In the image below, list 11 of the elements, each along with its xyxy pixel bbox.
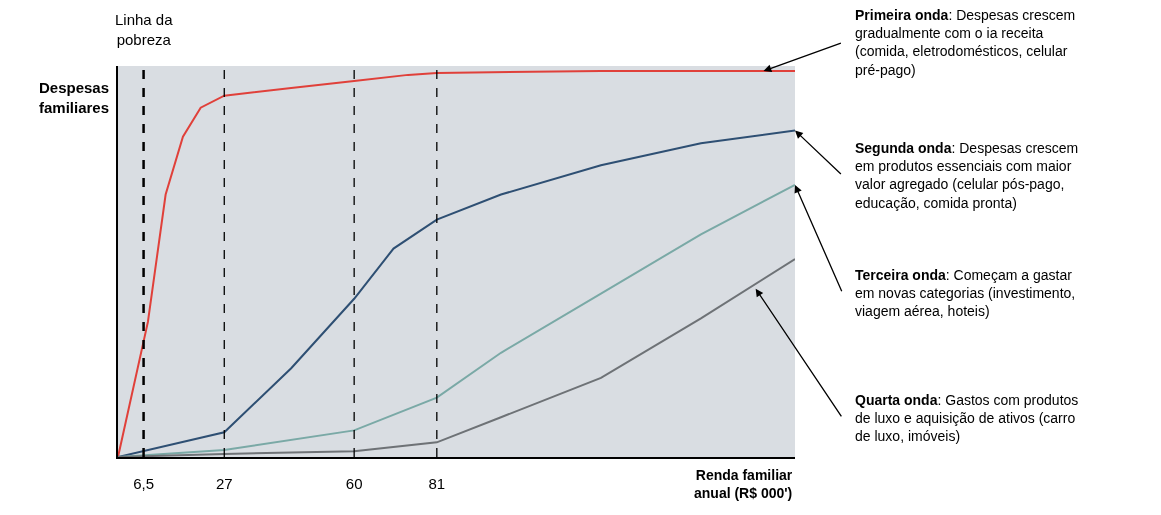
annotation: Terceira onda: Começam a gastar em novas categorias (investimento, viagem aérea, hoteis) <box>855 267 1076 320</box>
annotation: Quarta onda: Gastos com produtos de luxo e aquisição de ativos (carro de luxo, imóveis) <box>855 392 1079 445</box>
annotation: Segunda onda: Despesas crescem em produtos essenciais com maior valor agregado (celular pós-pago, educação, comida pronta) <box>855 140 1079 211</box>
ref-line-label: Linha da pobreza <box>115 11 174 48</box>
x-tick-label: 60 <box>345 474 363 492</box>
x-axis-title: Renda familiar anual (R$ 000') <box>694 467 793 502</box>
x-tick-label: 6,5 <box>133 474 155 492</box>
x-tick-label: 81 <box>428 474 446 492</box>
y-axis-title: Despesas familiares <box>39 79 110 116</box>
x-tick-label: 27 <box>215 474 233 492</box>
annotation: Primeira onda: Despesas crescem gradualmente com o ia receita (comida, eletrodomésticos, celular pré-pago) <box>855 7 1076 78</box>
